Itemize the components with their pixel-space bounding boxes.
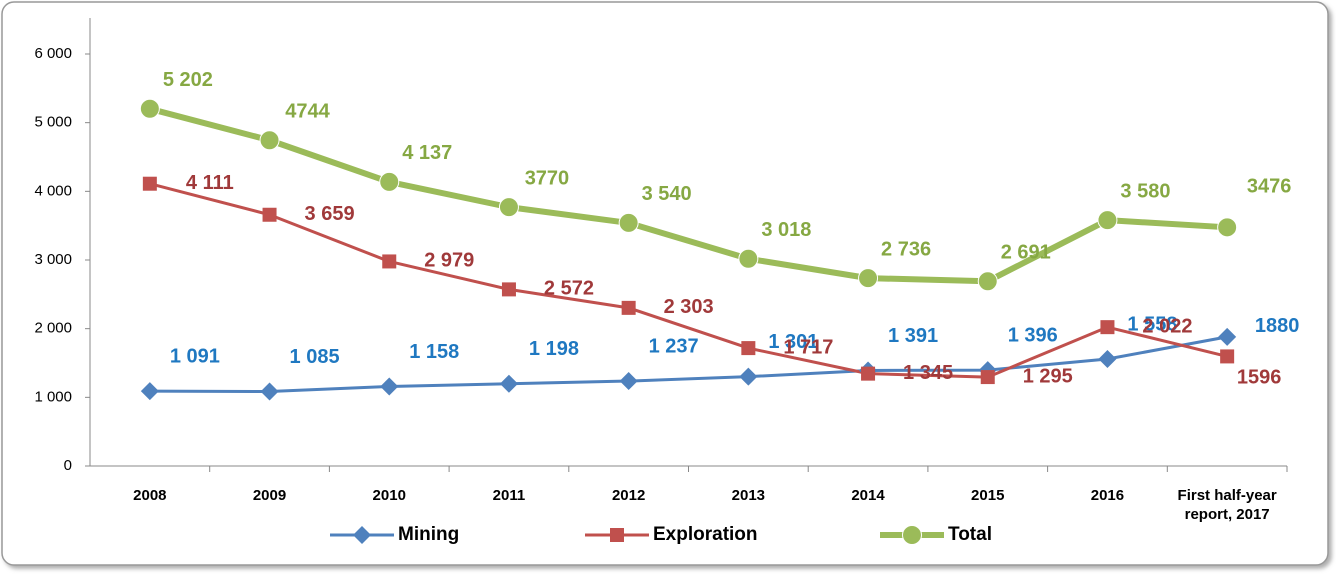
data-label: 2 736 — [881, 238, 931, 260]
data-label: 3 659 — [305, 203, 355, 225]
data-label: 4 137 — [402, 142, 452, 164]
data-label: 1 301 — [768, 331, 818, 353]
x-tick-label: 2010 — [372, 487, 406, 504]
data-label: 1 558 — [1127, 313, 1177, 335]
data-label: 1 295 — [1023, 365, 1073, 387]
data-label: 2 691 — [1001, 241, 1051, 263]
marker — [1220, 349, 1235, 364]
y-tick-label: 1 000 — [34, 388, 72, 405]
marker — [139, 98, 160, 119]
data-label: 5 202 — [163, 69, 213, 91]
y-tick-label: 0 — [64, 457, 72, 474]
legend-label: Total — [948, 524, 992, 545]
x-tick-label: 2011 — [492, 487, 526, 504]
marker — [738, 248, 759, 269]
marker — [610, 528, 624, 542]
marker — [262, 207, 277, 222]
data-label: 1 345 — [903, 362, 953, 384]
data-label: 1596 — [1237, 367, 1282, 389]
x-tick-label: 2012 — [611, 487, 646, 504]
data-label: 3 540 — [642, 183, 692, 205]
x-tick-label: First half-year report, 2017 — [1177, 487, 1277, 523]
marker — [140, 382, 159, 401]
data-label: 3770 — [525, 167, 570, 189]
x-tick-label: 2016 — [1090, 487, 1125, 504]
marker — [1217, 217, 1238, 238]
data-label: 1 198 — [529, 338, 579, 360]
marker — [1097, 210, 1118, 231]
data-label: 1 237 — [649, 335, 699, 357]
marker — [861, 366, 876, 381]
data-label: 1 158 — [409, 341, 459, 363]
chart-border — [1, 1, 1329, 566]
marker — [980, 370, 995, 385]
x-tick-label: 2014 — [851, 487, 885, 504]
marker — [353, 526, 371, 544]
marker — [501, 282, 516, 297]
x-tick-label: 2009 — [252, 487, 287, 504]
data-label: 2 979 — [424, 250, 474, 272]
marker — [977, 271, 998, 292]
y-tick-label: 4 000 — [34, 182, 72, 199]
y-tick-label: 6 000 — [34, 45, 72, 62]
marker — [741, 341, 756, 356]
data-label: 4744 — [285, 101, 330, 123]
marker — [1098, 350, 1117, 369]
marker — [259, 130, 280, 151]
x-tick-label: 2015 — [971, 487, 1005, 504]
marker — [619, 372, 638, 391]
data-label: 1 717 — [783, 336, 833, 358]
y-tick-label: 3 000 — [34, 251, 72, 268]
marker — [1100, 320, 1115, 335]
marker — [498, 197, 519, 218]
series-line — [149, 182, 1228, 379]
marker — [142, 176, 157, 191]
marker — [858, 268, 879, 289]
marker — [380, 377, 399, 396]
data-label: 1 091 — [170, 345, 220, 367]
data-label: 1 391 — [888, 325, 938, 347]
data-label: 2 572 — [544, 278, 594, 300]
x-tick-label: 2013 — [731, 487, 766, 504]
marker — [379, 171, 400, 192]
marker — [621, 300, 636, 315]
data-label: 2 303 — [664, 296, 714, 318]
marker — [902, 525, 922, 545]
y-tick-label: 5 000 — [34, 114, 72, 131]
data-label: 4 111 — [186, 172, 234, 194]
legend-label: Exploration — [653, 524, 758, 545]
marker — [382, 254, 397, 269]
y-tick-label: 2 000 — [34, 320, 72, 337]
data-label: 2 022 — [1142, 315, 1192, 337]
legend-label: Mining — [398, 524, 459, 545]
data-label: 3 580 — [1120, 180, 1170, 202]
series-line — [149, 335, 1228, 393]
data-label: 1880 — [1255, 315, 1300, 337]
marker — [1218, 327, 1237, 346]
x-tick-label: 2008 — [133, 487, 167, 504]
marker — [618, 212, 639, 233]
data-label: 3476 — [1247, 176, 1292, 198]
marker — [739, 367, 758, 386]
marker — [260, 382, 279, 401]
data-label: 3 018 — [761, 219, 811, 241]
marker — [499, 374, 518, 393]
data-label: 1 085 — [290, 346, 340, 368]
series-line — [149, 105, 1228, 285]
data-label: 1 396 — [1008, 324, 1058, 346]
